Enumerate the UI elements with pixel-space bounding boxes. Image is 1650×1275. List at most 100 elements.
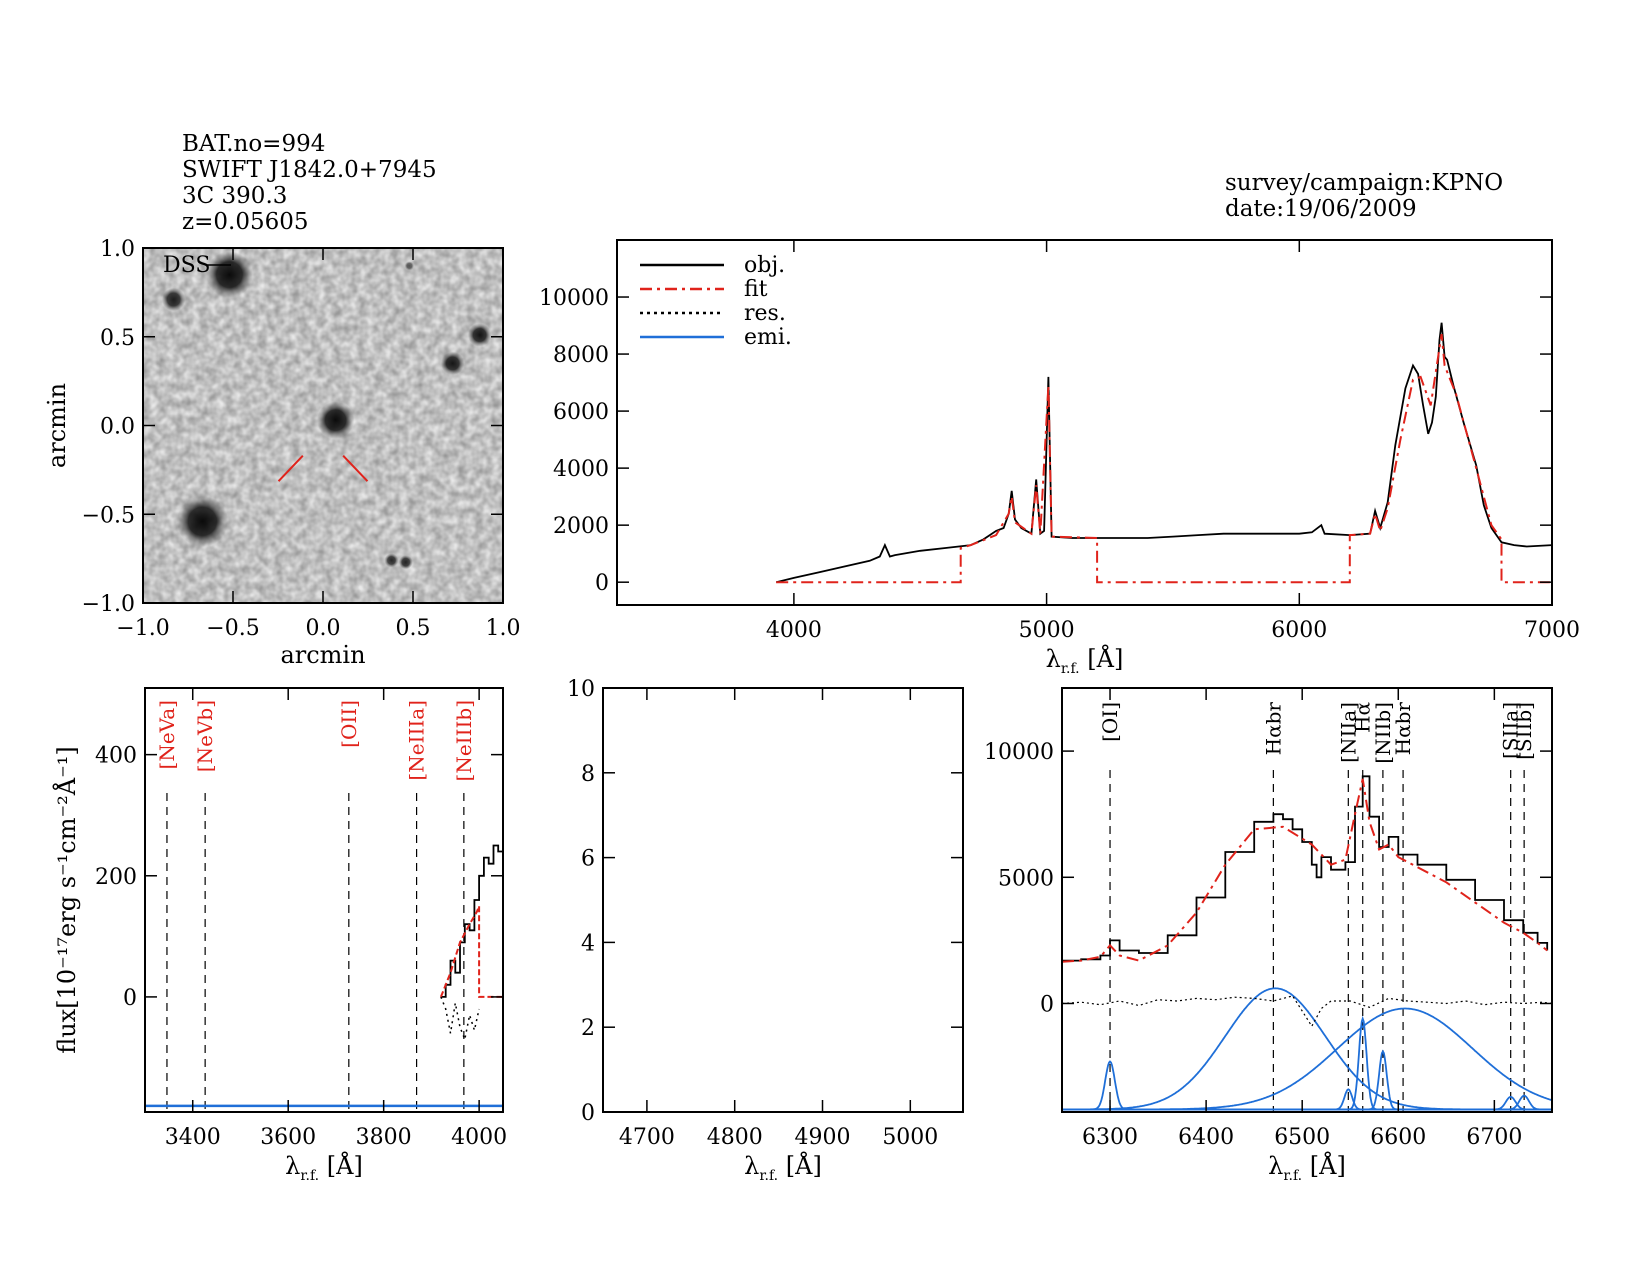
series-fit bbox=[1061, 778, 1548, 963]
x-axis-label: λr.f. [Å] bbox=[1046, 644, 1124, 677]
emission-component bbox=[1062, 1060, 1552, 1111]
y-tick-label: 2 bbox=[581, 1016, 595, 1041]
legend-label: obj. bbox=[744, 253, 785, 278]
x-tick-label: 0.5 bbox=[396, 616, 431, 641]
x-tick-label: 6600 bbox=[1370, 1125, 1426, 1150]
y-tick-label: 0 bbox=[581, 1101, 595, 1126]
line-label: [SIIb] bbox=[1512, 702, 1536, 760]
line-label: [NIIa] bbox=[1336, 702, 1360, 763]
plot-frame bbox=[144, 687, 504, 1113]
x-tick-label: 5000 bbox=[882, 1125, 938, 1150]
line-label: [OII] bbox=[337, 700, 361, 748]
plot-frame bbox=[1061, 687, 1553, 1113]
line-label: [NIIb] bbox=[1371, 702, 1395, 764]
legend-label: res. bbox=[744, 301, 786, 326]
y-tick-label: 0 bbox=[123, 986, 137, 1011]
y-tick-label: −1.0 bbox=[82, 592, 135, 617]
x-axis-label: λr.f. [Å] bbox=[1268, 1151, 1346, 1184]
x-tick-label: 4000 bbox=[766, 618, 822, 643]
y-tick-label: 200 bbox=[95, 865, 137, 890]
neon-region-panel: [NeVa] [NeVb] [OII] [NeIIIa] [NeIIIb] 3400 360… bbox=[52, 687, 507, 1184]
series-res bbox=[1061, 995, 1553, 1028]
x-tick-label: 7000 bbox=[1524, 618, 1580, 643]
emission-component bbox=[1062, 987, 1552, 1111]
line-label: [NeVb] bbox=[193, 700, 217, 772]
x-tick-label: 6000 bbox=[1271, 618, 1327, 643]
y-tick-label: −0.5 bbox=[82, 503, 135, 528]
y-axis-label: arcmin bbox=[43, 383, 71, 468]
x-axis-label: λr.f. [Å] bbox=[744, 1151, 822, 1184]
y-axis-label: flux[10⁻¹⁷erg s⁻¹cm⁻²Å⁻¹] bbox=[500, 266, 529, 574]
x-tick-label: 0.0 bbox=[306, 616, 341, 641]
y-tick-label: 0.0 bbox=[100, 415, 135, 440]
series-obj bbox=[440, 839, 504, 998]
y-tick-label: 10 bbox=[567, 677, 595, 702]
x-tick-label: 4700 bbox=[619, 1125, 675, 1150]
line-label: [NeVa] bbox=[155, 700, 179, 769]
emission-component bbox=[1062, 1007, 1553, 1111]
y-tick-label: 0 bbox=[595, 571, 609, 596]
image-label: DSS bbox=[163, 253, 210, 278]
halpha-region-panel: [OI] Hαbr [NIIa]Hα[NIIb]Hαbr [SIIa][SIIb]63… bbox=[984, 687, 1553, 1184]
series-obj bbox=[775, 322, 1553, 584]
date-line: date:19/06/2009 bbox=[1225, 196, 1417, 222]
y-tick-label: 6000 bbox=[553, 400, 609, 425]
target-marker bbox=[277, 454, 304, 482]
x-tick-label: 6400 bbox=[1178, 1125, 1234, 1150]
y-tick-label: 4 bbox=[581, 931, 595, 956]
x-tick-label: 3600 bbox=[260, 1125, 316, 1150]
x-tick-label: 3400 bbox=[165, 1125, 221, 1150]
star-source bbox=[176, 495, 229, 548]
line-label: Hαbr bbox=[1391, 702, 1415, 756]
y-tick-label: 8 bbox=[581, 762, 595, 787]
y-tick-label: 0 bbox=[1040, 992, 1054, 1017]
y-tick-label: 8000 bbox=[553, 343, 609, 368]
star-source bbox=[161, 287, 186, 312]
series-res bbox=[440, 996, 480, 1042]
plot-frame bbox=[602, 687, 964, 1113]
sky-image bbox=[143, 248, 503, 603]
series-fit bbox=[776, 333, 1552, 584]
y-tick-label: 10000 bbox=[984, 740, 1054, 765]
x-tick-label: 6500 bbox=[1274, 1125, 1330, 1150]
line-label: [SIIa] bbox=[1499, 702, 1523, 759]
line-label: Hα bbox=[1351, 702, 1375, 733]
legend-label: emi. bbox=[744, 325, 792, 350]
line-label: [OI] bbox=[1098, 702, 1122, 742]
line-label: Hαbr bbox=[1261, 702, 1285, 756]
x-axis-label: λr.f. [Å] bbox=[285, 1151, 363, 1184]
y-tick-label: 400 bbox=[95, 744, 137, 769]
header-line-2: SWIFT J1842.0+7945 bbox=[182, 157, 437, 183]
legend-label: fit bbox=[744, 277, 768, 302]
y-tick-label: 2000 bbox=[553, 514, 609, 539]
survey-header: survey/campaign:KPNO date:19/06/2009 bbox=[1225, 170, 1503, 222]
y-tick-label: 0.5 bbox=[100, 326, 135, 351]
star-source bbox=[440, 351, 465, 376]
emission-component bbox=[1062, 1015, 1552, 1111]
x-tick-label: 4900 bbox=[795, 1125, 851, 1150]
star-source bbox=[404, 261, 415, 271]
x-tick-label: 6300 bbox=[1082, 1125, 1138, 1150]
star-source bbox=[398, 555, 413, 570]
y-tick-label: 4000 bbox=[553, 457, 609, 482]
x-tick-label: 3800 bbox=[356, 1125, 412, 1150]
x-tick-label: 1.0 bbox=[486, 616, 521, 641]
object-header: BAT.no=994 SWIFT J1842.0+7945 3C 390.3 z… bbox=[182, 131, 437, 235]
y-tick-label: 1.0 bbox=[100, 237, 135, 262]
series-fit bbox=[439, 905, 503, 998]
y-tick-label: 10000 bbox=[539, 286, 609, 311]
line-label: [NeIIIa] bbox=[405, 700, 429, 781]
header-line-4: z=0.05605 bbox=[182, 209, 309, 235]
plot-frame bbox=[616, 239, 1553, 606]
survey-line: survey/campaign:KPNO bbox=[1225, 170, 1503, 196]
series-obj bbox=[1062, 775, 1549, 962]
x-tick-label: −0.5 bbox=[206, 616, 259, 641]
header-line-3: 3C 390.3 bbox=[182, 183, 287, 209]
hbeta-region-panel: 4700 4800 4900 5000 0 2 4 6 8 10 λr.f. [Å] bbox=[567, 677, 964, 1184]
y-tick-label: 6 bbox=[581, 847, 595, 872]
y-tick-label: 5000 bbox=[998, 866, 1054, 891]
x-axis-label: arcmin bbox=[280, 641, 365, 669]
x-tick-label: 5000 bbox=[1019, 618, 1075, 643]
emission-component bbox=[1062, 1049, 1552, 1111]
